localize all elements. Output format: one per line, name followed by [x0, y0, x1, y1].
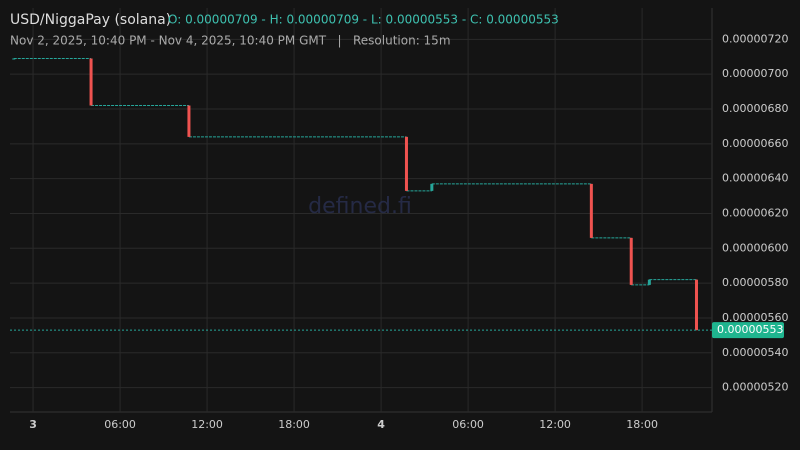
candle-body: [404, 136, 408, 191]
candle-body: [589, 183, 593, 238]
candle-body: [629, 237, 633, 285]
x-tick-label: 12:00: [539, 418, 571, 431]
candle-body: [647, 279, 651, 285]
y-tick-label: 0.00000640: [722, 172, 788, 185]
watermark: defined.fi: [308, 194, 412, 219]
x-tick-label: 06:00: [104, 418, 136, 431]
ohlc-values: O: 0.00000709 - H: 0.00000709 - L: 0.000…: [168, 13, 559, 27]
last-price-label: 0.00000553: [717, 323, 783, 336]
y-tick-label: 0.00000520: [722, 381, 788, 394]
x-tick-label: 06:00: [452, 418, 484, 431]
y-tick-label: 0.00000680: [722, 102, 788, 115]
candle-body: [12, 58, 16, 60]
x-tick-label: 12:00: [191, 418, 223, 431]
subtitle: Nov 2, 2025, 10:40 PM - Nov 4, 2025, 10:…: [10, 34, 451, 48]
x-tick-label: 4: [377, 418, 385, 431]
candle-body: [89, 58, 93, 106]
x-tick-label: 3: [29, 418, 37, 431]
chart-title: USD/NiggaPay (solana): [10, 12, 171, 28]
marks: 0.00000553: [10, 58, 784, 339]
y-tick-label: 0.00000700: [722, 67, 788, 80]
grid: 0.00000520 0.00000540 0.00000560 0.00000580…: [10, 8, 788, 431]
y-tick-label: 0.00000580: [722, 276, 788, 289]
y-tick-label: 0.00000600: [722, 241, 788, 254]
y-tick-label: 0.00000660: [722, 137, 788, 150]
x-tick-label: 18:00: [278, 418, 310, 431]
y-tick-label: 0.00000620: [722, 206, 788, 219]
candle-body: [187, 105, 191, 137]
candle-body: [430, 183, 434, 191]
x-tick-label: 18:00: [626, 418, 658, 431]
y-tick-label: 0.00000560: [722, 311, 788, 324]
candle-body: [694, 279, 698, 331]
y-tick-label: 0.00000540: [722, 346, 788, 359]
last-price-badge: [712, 322, 784, 339]
y-tick-label: 0.00000720: [722, 32, 788, 45]
